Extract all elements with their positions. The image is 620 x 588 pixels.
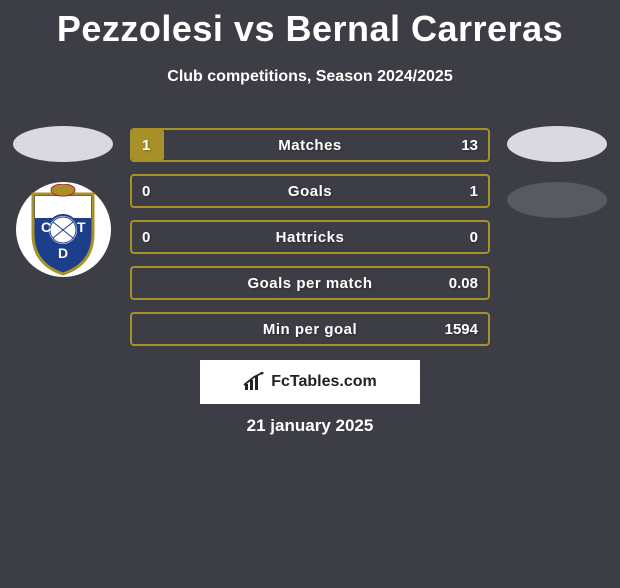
svg-text:T: T [77, 219, 86, 235]
stat-bar: 0Hattricks0 [130, 220, 490, 254]
left-column: C T D [8, 126, 118, 277]
stat-bars: 1Matches130Goals10Hattricks0Goals per ma… [130, 128, 490, 346]
stat-bar: Goals per match0.08 [130, 266, 490, 300]
bar-right-value: 1594 [445, 321, 478, 338]
shield-icon: C T D [23, 184, 103, 276]
player1-oval [13, 126, 113, 162]
stat-bar: 0Goals1 [130, 174, 490, 208]
stat-bar: 1Matches13 [130, 128, 490, 162]
bar-label: Matches [132, 137, 488, 154]
bar-right-value: 13 [461, 137, 478, 154]
bar-label: Goals per match [132, 275, 488, 292]
bar-label: Min per goal [132, 321, 488, 338]
branding-text: FcTables.com [271, 373, 377, 391]
bar-label: Hattricks [132, 229, 488, 246]
bar-label: Goals [132, 183, 488, 200]
chart-icon [243, 372, 265, 392]
page-subtitle: Club competitions, Season 2024/2025 [0, 68, 620, 86]
date-text: 21 january 2025 [0, 416, 620, 436]
club-logo-left: C T D [16, 182, 111, 277]
svg-text:C: C [41, 219, 51, 235]
club-oval-right [507, 182, 607, 218]
svg-text:D: D [58, 245, 68, 261]
bar-right-value: 0.08 [449, 275, 478, 292]
bar-right-value: 0 [470, 229, 478, 246]
branding-box: FcTables.com [200, 360, 420, 404]
player2-oval [507, 126, 607, 162]
right-column [502, 126, 612, 218]
stat-bar: Min per goal1594 [130, 312, 490, 346]
page-title: Pezzolesi vs Bernal Carreras [0, 8, 620, 50]
bar-right-value: 1 [470, 183, 478, 200]
